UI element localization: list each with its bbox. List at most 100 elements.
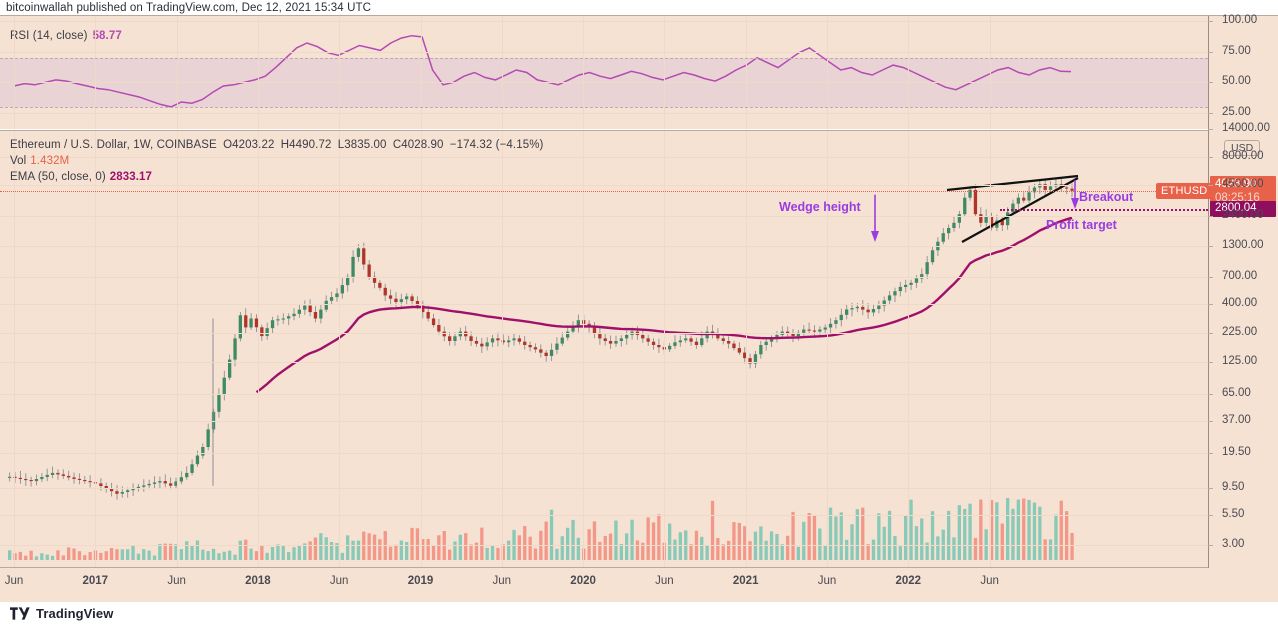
time-axis-tick: Jun [4, 575, 24, 587]
grid-line-vertical [989, 131, 991, 568]
divider-middle [0, 129, 1278, 131]
axis-tick-mark [1208, 246, 1213, 248]
grid-line-vertical [257, 16, 259, 129]
grid-line-horizontal [0, 515, 1208, 517]
price-axis-tick: 700.00 [1222, 269, 1258, 282]
grid-line-vertical [14, 16, 15, 129]
grid-line-vertical [420, 131, 422, 568]
ohlc-high: H4490.72 [280, 139, 332, 151]
grid-line-vertical [176, 131, 178, 568]
axis-tick-mark [1208, 361, 1213, 363]
grid-line-vertical [420, 16, 422, 129]
price-axis-tick: 400.00 [1222, 297, 1258, 310]
price-legend-symbol[interactable]: Ethereum / U.S. Dollar, 1W, COINBASE O42… [10, 139, 543, 151]
time-axis-tick: Jun [817, 575, 837, 587]
price-axis-tick: 1300.00 [1222, 239, 1264, 252]
ohlc-open: O4203.22 [223, 139, 275, 151]
grid-line-vertical [583, 16, 585, 129]
axis-tick-mark [1208, 515, 1213, 517]
grid-line-vertical [664, 131, 666, 568]
grid-line-vertical [14, 131, 15, 568]
ema-legend[interactable]: EMA (50, close, 0) 2833.17 [10, 171, 152, 183]
rsi-legend-value: 58.77 [92, 30, 122, 42]
time-axis-tick: Jun [980, 575, 999, 587]
time-axis-tick: 2021 [732, 575, 759, 587]
grid-line-horizontal [0, 393, 1208, 395]
ema-legend-label: EMA (50, close, 0) [10, 171, 106, 183]
volume-legend[interactable]: Vol 1.432M [10, 155, 69, 167]
axis-tick-mark [1208, 393, 1213, 395]
volume-legend-label: Vol [10, 155, 27, 167]
price-axis-tick: 8000.00 [1222, 150, 1264, 162]
time-axis-tick: 2022 [895, 575, 922, 587]
grid-line-vertical [745, 131, 747, 568]
last-price-value: 4028.90 [1215, 177, 1257, 190]
axis-tick-mark [1208, 452, 1213, 454]
grid-line-vertical [95, 131, 97, 568]
publisher-byline: bitcoinwallah published on TradingView.c… [6, 2, 372, 14]
grid-line-horizontal [0, 545, 1208, 546]
grid-line-horizontal [0, 332, 1208, 334]
grid-line-vertical [745, 16, 747, 129]
grid-line-vertical [339, 16, 341, 129]
rsi-legend[interactable]: RSI (14, close) 58.77 [10, 30, 122, 42]
axis-tick-mark [1208, 332, 1213, 334]
price-axis-tick: 9.50 [1222, 481, 1245, 494]
rsi-threshold-line [0, 57, 1208, 59]
ohlc-close: C4028.90 [392, 139, 444, 151]
tradingview-mark-icon [10, 607, 30, 620]
price-candlestick-series [8, 174, 1079, 560]
divider-bottom [0, 566, 1278, 568]
rsi-axis-tick: 100.00 [1222, 13, 1258, 26]
axis-tick-mark [1208, 421, 1213, 423]
grid-line-horizontal [0, 82, 1208, 84]
tradingview-logo[interactable]: TradingView [10, 606, 113, 621]
grid-line-horizontal [0, 304, 1208, 306]
price-axis-tick: 125.00 [1222, 354, 1258, 367]
grid-line-horizontal [0, 185, 1208, 187]
time-axis-tick: Jun [655, 575, 674, 587]
rsi-axis-tick: 25.00 [1222, 106, 1251, 119]
grid-line-horizontal [0, 20, 1208, 22]
grid-line-vertical [664, 16, 666, 129]
price-axis-tick: 65.00 [1222, 386, 1251, 399]
axis-tick-mark [1208, 216, 1213, 218]
price-axis-tick: 3.00 [1222, 538, 1245, 550]
ema-legend-value: 2833.17 [109, 171, 153, 183]
grid-line-horizontal [0, 276, 1208, 278]
volume-legend-value: 1.432M [30, 155, 70, 167]
price-axis-tick: 2400.00 [1222, 209, 1264, 222]
divider-top [0, 15, 1278, 16]
grid-line-horizontal [0, 157, 1208, 158]
axis-tick-mark [1208, 113, 1213, 115]
symbol-badge: ETHUSD [1156, 182, 1213, 199]
footer-bar [0, 602, 1278, 628]
price-pane [0, 131, 1208, 568]
price-axis-border [1208, 16, 1210, 568]
grid-line-vertical [908, 131, 910, 568]
grid-line-vertical [583, 131, 585, 568]
time-axis-tick: Jun [492, 575, 512, 587]
grid-line-vertical [989, 16, 991, 129]
ema-price-badge[interactable]: 2800.04 [1210, 200, 1276, 217]
price-axis-tick: 14000.00 [1222, 122, 1270, 135]
rsi-legend-title: RSI (14, close) [10, 30, 88, 42]
tradingview-wordmark: TradingView [36, 606, 114, 621]
rsi-pane: RSI (14, close) 58.77 [0, 16, 1208, 129]
time-axis-tick: 2020 [570, 575, 596, 587]
grid-line-horizontal [0, 421, 1208, 423]
axis-tick-mark [1208, 129, 1213, 131]
price-axis-tick: 5.50 [1222, 508, 1245, 521]
axis-tick-mark [1208, 545, 1213, 546]
ohlc-change: −174.32 (−4.15%) [449, 139, 544, 151]
annotation-profit-target: Profit target [1046, 218, 1117, 232]
price-axis-tick: 4500.00 [1222, 178, 1264, 191]
rsi-line-series [13, 34, 1072, 108]
time-axis[interactable] [0, 568, 1278, 602]
axis-tick-mark [1208, 20, 1213, 22]
price-axis[interactable] [1208, 16, 1278, 568]
last-price-line [0, 190, 1208, 192]
time-axis-tick: 2018 [245, 575, 271, 587]
grid-line-horizontal [0, 51, 1208, 53]
time-axis-tick: 2017 [82, 575, 109, 587]
